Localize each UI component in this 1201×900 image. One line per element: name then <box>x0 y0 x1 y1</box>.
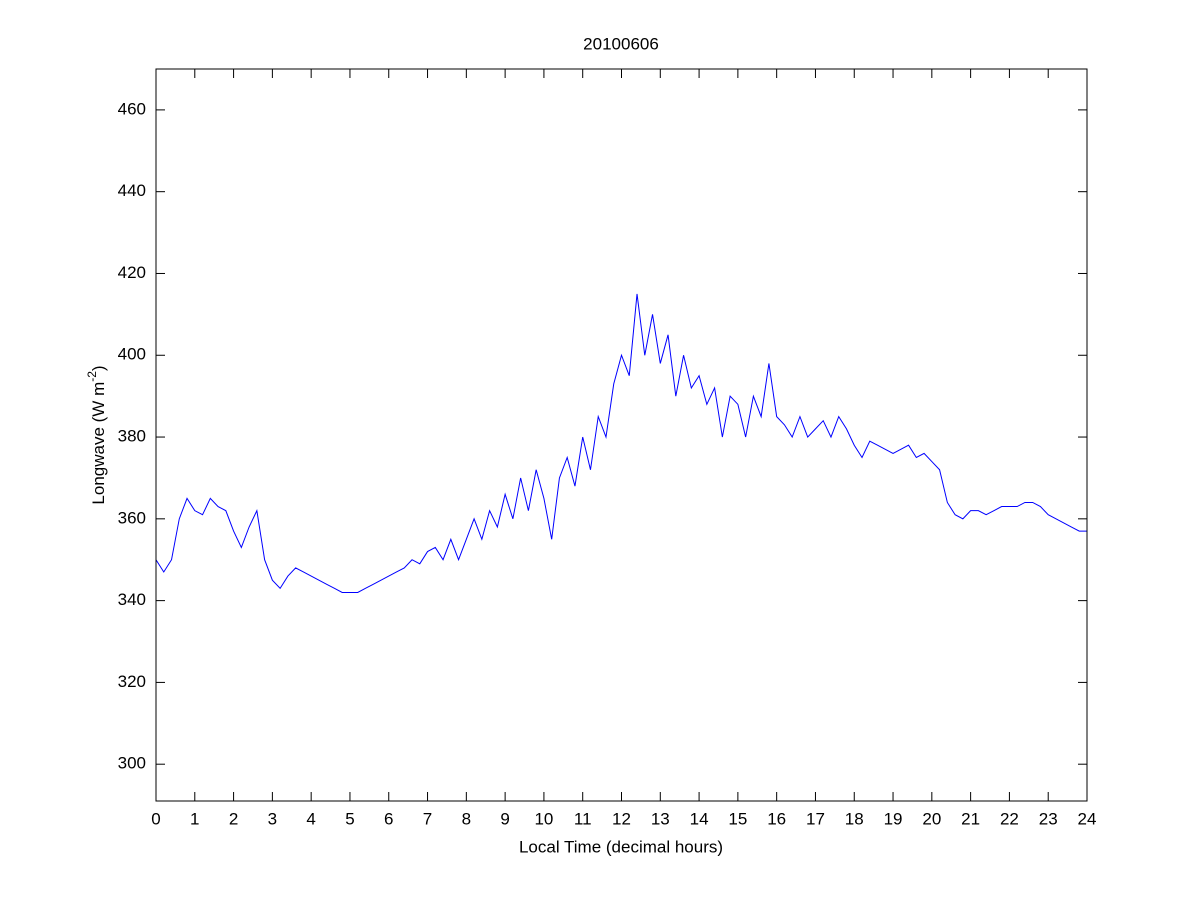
x-tick-label: 15 <box>728 809 747 828</box>
x-tick-label: 5 <box>345 809 354 828</box>
y-tick-label: 320 <box>118 672 146 691</box>
x-tick-label: 11 <box>574 809 592 828</box>
y-tick-label: 340 <box>118 590 146 609</box>
x-tick-label: 22 <box>1000 809 1019 828</box>
x-tick-label: 1 <box>190 809 199 828</box>
y-tick-label: 380 <box>118 427 146 446</box>
x-tick-label: 7 <box>423 809 432 828</box>
y-axis-label-end: ) <box>89 365 108 371</box>
x-tick-label: 10 <box>534 809 553 828</box>
y-tick-label: 440 <box>118 181 146 200</box>
y-tick-label: 400 <box>118 345 146 364</box>
x-tick-label: 21 <box>961 809 980 828</box>
y-tick-label: 360 <box>118 508 146 527</box>
x-axis-label: Local Time (decimal hours) <box>519 837 723 856</box>
data-line <box>155 293 1087 593</box>
x-tick-label: 9 <box>500 809 509 828</box>
x-tick-label: 12 <box>612 809 631 828</box>
x-tick-label: 16 <box>767 809 786 828</box>
x-tick-label: 0 <box>151 809 160 828</box>
x-tick-label: 6 <box>384 809 393 828</box>
chart-title: 20100606 <box>583 34 659 53</box>
plot-frame <box>155 68 1088 802</box>
x-tick-label: 13 <box>651 809 670 828</box>
x-tick-label: 20 <box>922 809 941 828</box>
x-tick-label: 2 <box>229 809 238 828</box>
x-tick-label: 14 <box>690 809 709 828</box>
x-tick-label: 4 <box>306 809 315 828</box>
x-tick-label: 18 <box>845 809 864 828</box>
y-axis-label: Longwave (W m-2) <box>85 365 108 504</box>
x-tick-label: 3 <box>268 809 277 828</box>
y-axis-label-main: Longwave (W m <box>89 382 108 505</box>
y-axis-label-superscript: -2 <box>85 371 99 382</box>
x-tick-label: 8 <box>462 809 471 828</box>
y-tick-label: 300 <box>118 754 146 773</box>
x-tick-label: 19 <box>884 809 903 828</box>
x-tick-label: 17 <box>806 809 825 828</box>
x-tick-label: 23 <box>1039 809 1058 828</box>
plot-area <box>156 69 1087 801</box>
y-tick-label: 420 <box>118 263 146 282</box>
y-tick-label: 460 <box>118 99 146 118</box>
x-tick-label: 24 <box>1078 809 1097 828</box>
